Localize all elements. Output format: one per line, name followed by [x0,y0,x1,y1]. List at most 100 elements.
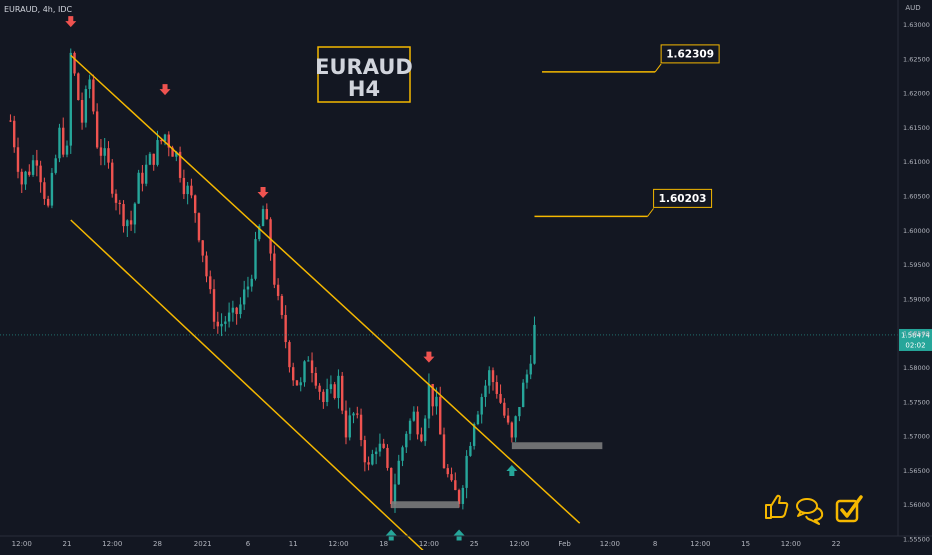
candle-body [506,415,510,423]
candle-body [386,447,389,468]
candle-body [20,171,23,185]
candle-body [461,487,465,504]
candle-body [137,172,140,204]
countdown-label: 02:02 [905,341,925,349]
candle-body [322,391,325,402]
candle-body [246,286,250,290]
target-label: 1.62309 [666,48,714,60]
time-tick-label: 6 [246,540,251,548]
target-label-box [660,44,720,64]
candle-body [171,147,174,157]
candle-body [46,198,50,206]
candle-body [227,312,231,322]
candle-body [242,289,246,305]
buy-arrow-icon [506,464,518,476]
time-tick-label: 15 [741,540,750,548]
channel-line[interactable] [70,219,437,555]
buy-arrow-icon [385,529,397,541]
candle-body [122,204,125,227]
price-tick-label: 1.57000 [903,433,930,441]
candle-body [65,145,69,155]
candle-body [182,177,186,195]
candle-body [488,370,491,386]
candle-body [250,278,253,287]
candle-body [224,321,227,324]
time-tick-label: 12:00 [102,540,122,548]
price-tick-label: 1.61000 [903,158,930,166]
time-tick-label: 22 [832,540,841,548]
time-axis[interactable]: 12:00 21 12:00 28 2021 6 11 12:00 18 12:00 25 12:00… [12,540,841,548]
price-axis[interactable]: 1.63000 1.62500 1.62000 1.61500 1.61000 1.605… [903,21,930,544]
candle-body [503,402,506,416]
candle-body [231,307,235,313]
candle-body [167,134,170,148]
candle-body [107,148,110,163]
candle-body [16,147,20,172]
candle-body [261,209,265,227]
candle-body [420,434,423,442]
candle-body [412,411,416,421]
candle-body [73,52,76,74]
candle-body [239,304,242,315]
candle-body [416,411,419,435]
target-label: 1.60203 [659,193,707,205]
candle-body [510,422,514,438]
buy-arrow-icon [453,529,465,541]
candle-body [62,127,65,155]
price-tick-label: 1.62500 [903,55,930,63]
candle-body [269,219,272,254]
candle-body [209,276,212,290]
title-line-2: H4 [348,77,380,101]
channel-line[interactable] [70,54,581,524]
candles-layer [9,48,536,513]
candle-body [190,185,193,196]
price-tick-label: 1.63000 [903,21,930,29]
price-tick-label: 1.59000 [903,295,930,303]
symbol-label[interactable]: EURAUD, 4h, IDC [4,5,72,14]
candle-body [529,363,532,375]
current-price-tag[interactable] [899,328,932,351]
candle-body [533,324,536,364]
thumbs-up-icon[interactable] [765,494,789,519]
candle-body [212,289,216,322]
candle-body [156,140,159,165]
candle-body [129,220,133,225]
candle-body [58,127,61,159]
candle-body [99,147,103,156]
time-tick-label: 21 [63,540,72,548]
candle-body [299,382,302,386]
drawings-layer: 1.58474 02:02 1.62309 1.60203 [0,16,932,555]
support-zone[interactable] [511,442,603,450]
candle-body [314,373,318,386]
price-tick-label: 1.56000 [903,501,930,509]
chat-bubbles-icon[interactable] [796,498,824,525]
candle-body [69,52,72,146]
candle-body [307,360,310,362]
candle-body [160,140,163,142]
candle-body [352,413,355,416]
candle-body [175,151,178,157]
checkbox-icon[interactable] [835,495,863,523]
support-zone[interactable] [391,501,460,509]
candle-body [405,433,408,448]
price-tick-label: 1.58000 [903,364,930,372]
candle-body [337,375,340,399]
candle-body [348,415,351,438]
candle-body [295,380,299,386]
candle-body [292,367,295,381]
price-tick-label: 1.60000 [903,227,930,235]
candle-body [216,321,219,327]
time-tick-label: 12:00 [328,540,348,548]
candle-body [491,370,495,383]
time-tick-label: 18 [379,540,388,548]
candle-body [50,172,54,206]
time-tick-label: 28 [153,540,162,548]
time-tick-label: 12:00 [690,540,710,548]
candle-body [163,134,167,142]
candle-body [450,474,453,481]
candle-body [325,389,329,402]
candle-body [393,484,397,504]
time-tick-label: Feb [558,540,571,548]
time-tick-label: 12:00 [12,540,32,548]
